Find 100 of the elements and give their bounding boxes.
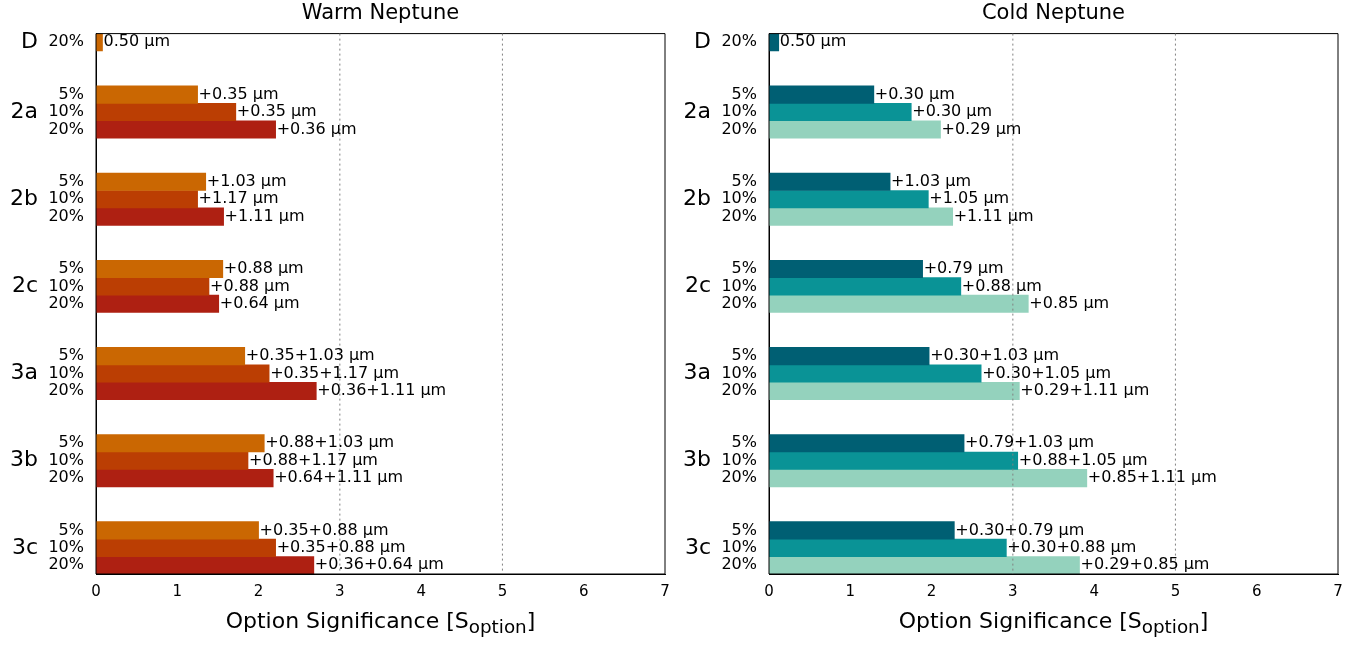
- bar: [96, 172, 207, 191]
- bar: [769, 381, 1020, 401]
- bar: [769, 294, 1029, 313]
- y-tick-label: 20%: [48, 118, 84, 138]
- x-tick-label: 2: [926, 581, 937, 600]
- bar: [96, 434, 265, 453]
- x-tick-label: 0: [764, 581, 774, 600]
- annotation: +0.85 µm: [1029, 292, 1110, 312]
- x-tick-label: 3: [1008, 581, 1018, 600]
- y-tick-label: 20%: [48, 467, 84, 487]
- annotation: +0.88 µm: [961, 275, 1042, 295]
- x-tick-label: 2: [253, 581, 264, 600]
- annotation: +0.30+1.03 µm: [930, 345, 1060, 365]
- x-axis-title: Option Significance [S$_{option}$]: [224, 608, 537, 638]
- y-tick-label: 10%: [48, 449, 84, 469]
- y-tick-label: 5%: [58, 432, 84, 452]
- y-tick-label: 20%: [721, 554, 757, 574]
- bar: [769, 469, 1088, 488]
- y-tick-label: 20%: [721, 205, 757, 225]
- text: 2b: [10, 184, 38, 210]
- text: 3c: [11, 533, 38, 559]
- annotation: +1.17 µm: [198, 188, 279, 208]
- y-tick-label: 5%: [58, 83, 84, 103]
- annotation: +0.35+0.88 µm: [276, 537, 406, 557]
- x-tick-label: 0: [91, 581, 101, 600]
- bar: [96, 556, 315, 574]
- y-tick-label: 5%: [58, 170, 84, 190]
- bar: [769, 259, 923, 278]
- text: 3a: [10, 359, 38, 385]
- chart-title: Warm Neptune: [300, 0, 461, 24]
- text: 3b: [10, 446, 38, 472]
- text: 3a: [683, 359, 711, 385]
- bar: [96, 381, 317, 401]
- bar: [769, 190, 929, 209]
- annotation: +1.03 µm: [891, 170, 972, 190]
- y-tick-label: 5%: [58, 258, 84, 278]
- bar: [769, 277, 962, 296]
- y-tick-label: 20%: [48, 205, 84, 225]
- annotation: +0.88 µm: [209, 275, 290, 295]
- x-tick-label: 3: [335, 581, 345, 600]
- annotation: +0.64+1.11 µm: [274, 467, 404, 487]
- bar: [96, 521, 259, 540]
- text: 2c: [11, 272, 38, 298]
- x-tick-label: 1: [845, 581, 856, 600]
- y-tick-label: 20%: [48, 554, 84, 574]
- annotation: +0.88 µm: [223, 258, 304, 278]
- text: D: [694, 28, 711, 54]
- annotation: +0.79 µm: [923, 258, 1004, 278]
- y-tick-label: 10%: [48, 537, 84, 557]
- annotation: +0.36 µm: [276, 118, 357, 138]
- annotation: +0.88+1.17 µm: [249, 449, 378, 469]
- bar: [769, 172, 891, 191]
- bar: [96, 207, 224, 226]
- bar: [769, 451, 1019, 470]
- y-tick-label: 20%: [48, 31, 84, 51]
- y-tick-label: 10%: [48, 275, 84, 295]
- text: 2c: [684, 272, 711, 298]
- bar: [96, 190, 198, 209]
- text: D: [21, 28, 38, 54]
- y-tick-label: 10%: [721, 188, 757, 208]
- text: 2b: [683, 184, 711, 210]
- text: 2a: [683, 97, 711, 123]
- y-tick-label: 5%: [731, 519, 757, 539]
- y-tick-label: 20%: [48, 292, 84, 312]
- y-tick-label: 20%: [48, 380, 84, 400]
- annotation: +0.30 µm: [912, 101, 993, 121]
- annotation: +1.11 µm: [224, 205, 305, 225]
- x-tick-label: 7: [1333, 581, 1343, 600]
- annotation: +0.35+0.88 µm: [259, 519, 389, 539]
- x-tick-label: 6: [1251, 581, 1262, 600]
- x-axis-title: Option Significance [S$_{option}$]: [897, 608, 1210, 638]
- y-tick-label: 10%: [721, 537, 757, 557]
- y-tick-label: 20%: [721, 380, 757, 400]
- annotation: +0.36+1.11 µm: [317, 380, 447, 400]
- bar: [96, 120, 276, 139]
- annotation: +0.35+1.03 µm: [245, 345, 375, 365]
- annotation: +1.05 µm: [929, 188, 1010, 208]
- annotation: +0.35 µm: [198, 83, 279, 103]
- bar: [96, 469, 274, 488]
- bar: [96, 277, 210, 296]
- y-tick-label: 10%: [48, 362, 84, 382]
- annotation: +0.85+1.11 µm: [1087, 467, 1217, 487]
- bar: [96, 294, 220, 313]
- annotation: +0.79+1.03 µm: [965, 432, 1095, 452]
- y-tick-label: 10%: [721, 275, 757, 295]
- annotation: +1.11 µm: [953, 205, 1034, 225]
- x-tick-label: 5: [497, 581, 508, 600]
- x-tick-label: 1: [172, 581, 183, 600]
- x-tick-label: 7: [660, 581, 670, 600]
- y-tick-label: 5%: [731, 345, 757, 365]
- y-tick-label: 10%: [721, 101, 757, 121]
- bar: [769, 207, 954, 226]
- bar: [96, 364, 270, 383]
- annotation: +0.30 µm: [874, 83, 955, 103]
- bar: [769, 521, 955, 540]
- annotation: +1.03 µm: [206, 170, 287, 190]
- bar: [769, 120, 941, 139]
- chart-title: Cold Neptune: [980, 0, 1127, 24]
- bar: [769, 434, 965, 453]
- annotation: +0.88+1.03 µm: [265, 432, 395, 452]
